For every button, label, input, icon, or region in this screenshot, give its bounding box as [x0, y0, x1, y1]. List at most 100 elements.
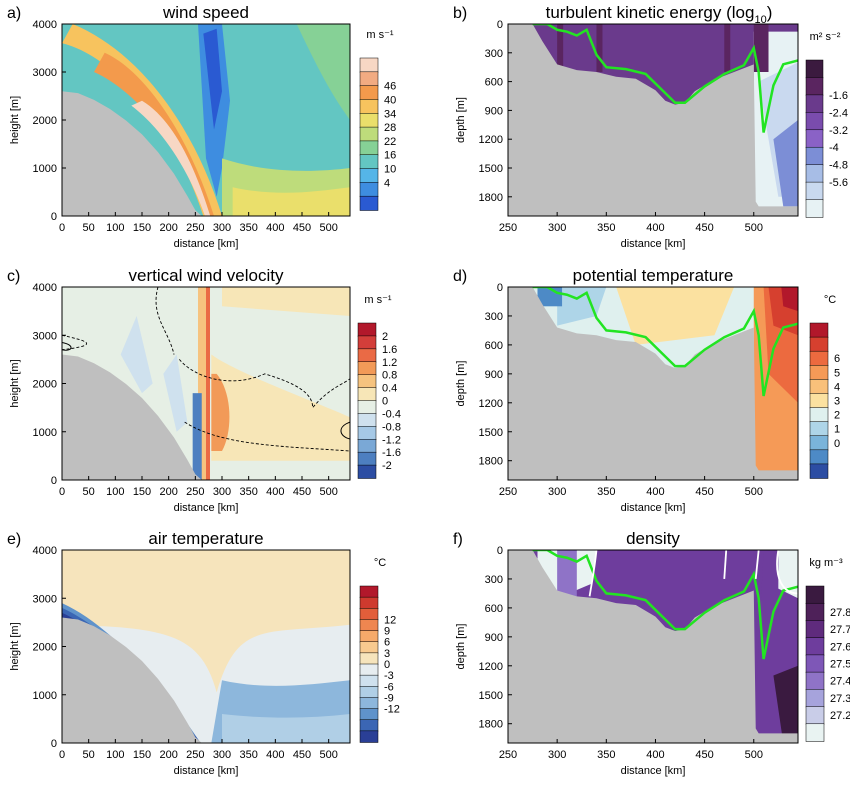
colorbar-swatch: [357, 374, 377, 389]
x-tick-label: 250: [186, 222, 204, 234]
plot-frame: [507, 549, 799, 744]
colorbar-label: -6: [384, 681, 394, 693]
colorbar-unit: °C: [824, 294, 836, 306]
terrain: [62, 354, 206, 480]
colorbar-swatch: [805, 602, 825, 622]
x-tick-label: 450: [695, 222, 713, 234]
field-band: [616, 287, 735, 345]
colorbar-swatch: [359, 686, 379, 699]
panel-a: 0 50 100 150 200 250 300 350 400 450 500 0 1000 2000 3…: [7, 3, 396, 250]
y-tick-label: 1000: [33, 163, 57, 175]
panel-letter: e): [7, 531, 21, 548]
colorbar-label: 0: [384, 659, 390, 671]
field-band: [222, 287, 350, 316]
field-band: [724, 24, 731, 72]
colorbar-swatch: [805, 129, 824, 148]
panel-letter: a): [7, 5, 21, 22]
x-tick-label: 0: [59, 222, 65, 234]
colorbar-label: 27.5: [830, 659, 850, 671]
panel-title: turbulent kinetic energy (log10): [546, 3, 773, 26]
colorbar-swatch: [357, 426, 377, 441]
colorbar-label: 12: [384, 614, 396, 626]
field-band: [203, 28, 222, 130]
seabed: [508, 550, 798, 743]
plot-frame: [507, 23, 799, 217]
x-tick-label: 500: [319, 486, 337, 498]
field-band: [596, 24, 603, 72]
panel-d: 250 300 350 400 450 5000300600900120015001800…: [453, 266, 840, 514]
x-tick-label: 300: [548, 749, 566, 761]
x-tick-label: 500: [319, 749, 337, 761]
colorbar-swatch: [359, 113, 379, 128]
colorbar-swatch: [805, 112, 824, 131]
colorbar-swatch: [357, 439, 377, 453]
field-band: [232, 187, 350, 216]
panel-letter: b): [453, 5, 467, 22]
x-tick-label: 250: [499, 222, 517, 234]
field-band: [62, 550, 350, 693]
colorbar-label: -9: [384, 692, 394, 704]
x-tick-label: 100: [106, 222, 124, 234]
y-tick-label: 600: [485, 340, 503, 352]
panel-title: vertical wind velocity: [129, 266, 284, 285]
y-tick-label: 0: [51, 211, 57, 223]
y-tick-label: 1500: [479, 163, 503, 175]
colorbar-swatch: [805, 77, 824, 96]
colorbar-label: 27.2: [830, 710, 850, 722]
colorbar-label: 27.7: [830, 624, 850, 636]
colorbar-swatch: [359, 168, 379, 184]
colorbar-swatch: [805, 654, 825, 673]
field-band: [222, 714, 350, 743]
y-axis-label: depth [m]: [455, 361, 467, 407]
y-axis-label: height [m]: [9, 96, 21, 144]
isopycnal-contour: [588, 550, 598, 597]
colorbar-swatch: [809, 435, 829, 451]
colorbar-label: 0.4: [382, 383, 397, 395]
y-tick-label: 300: [485, 574, 503, 586]
y-axis-label: height [m]: [9, 622, 21, 670]
y-tick-label: 1500: [479, 427, 503, 439]
colorbar-label: 2: [834, 410, 840, 422]
panel-e: 0 50 100 150 200 250 300 350 400 450 500 0 1000 2000 3…: [7, 529, 400, 777]
x-tick-label: 350: [597, 749, 615, 761]
colorbar-swatch: [805, 164, 824, 183]
x-tick-label: 350: [239, 486, 257, 498]
x-tick-label: 400: [646, 749, 664, 761]
colorbar-swatch: [359, 630, 379, 643]
colorbar-swatch: [809, 393, 829, 409]
y-tick-label: 0: [497, 19, 503, 31]
panel-letter: d): [453, 268, 467, 285]
field-band: [120, 315, 153, 394]
colorbar-swatch: [359, 140, 379, 156]
x-tick-label: 400: [266, 222, 284, 234]
colorbar-label: 4: [384, 177, 390, 189]
y-tick-label: 2000: [33, 115, 57, 127]
colorbar-swatch: [359, 99, 379, 115]
colorbar-swatch: [805, 723, 825, 742]
mixed-layer-line: [532, 550, 798, 660]
field-band: [211, 354, 350, 461]
y-tick-label: 1200: [479, 134, 503, 146]
colorbar-label: 0: [382, 396, 388, 408]
y-tick-label: 4000: [33, 282, 57, 294]
colorbar-label: 46: [384, 81, 396, 93]
colorbar-label: -1.2: [382, 434, 401, 446]
x-tick-label: 150: [133, 222, 151, 234]
x-tick-label: 500: [745, 749, 763, 761]
x-tick-label: 400: [646, 222, 664, 234]
x-tick-label: 100: [106, 486, 124, 498]
colorbar-swatch: [359, 719, 379, 732]
x-tick-label: 250: [186, 486, 204, 498]
y-tick-label: 600: [485, 603, 503, 615]
x-axis-label: distance [km]: [174, 502, 239, 514]
colorbar-swatch: [357, 387, 377, 402]
colorbar-label: 0.8: [382, 370, 397, 382]
x-tick-label: 300: [213, 486, 231, 498]
colorbar-label: 2: [382, 331, 388, 343]
colorbar-label: 5: [834, 367, 840, 379]
isopycnal-contour: [754, 550, 760, 580]
x-tick-label: 0: [59, 749, 65, 761]
colorbar-swatch: [357, 451, 377, 466]
colorbar-swatch: [805, 59, 824, 79]
